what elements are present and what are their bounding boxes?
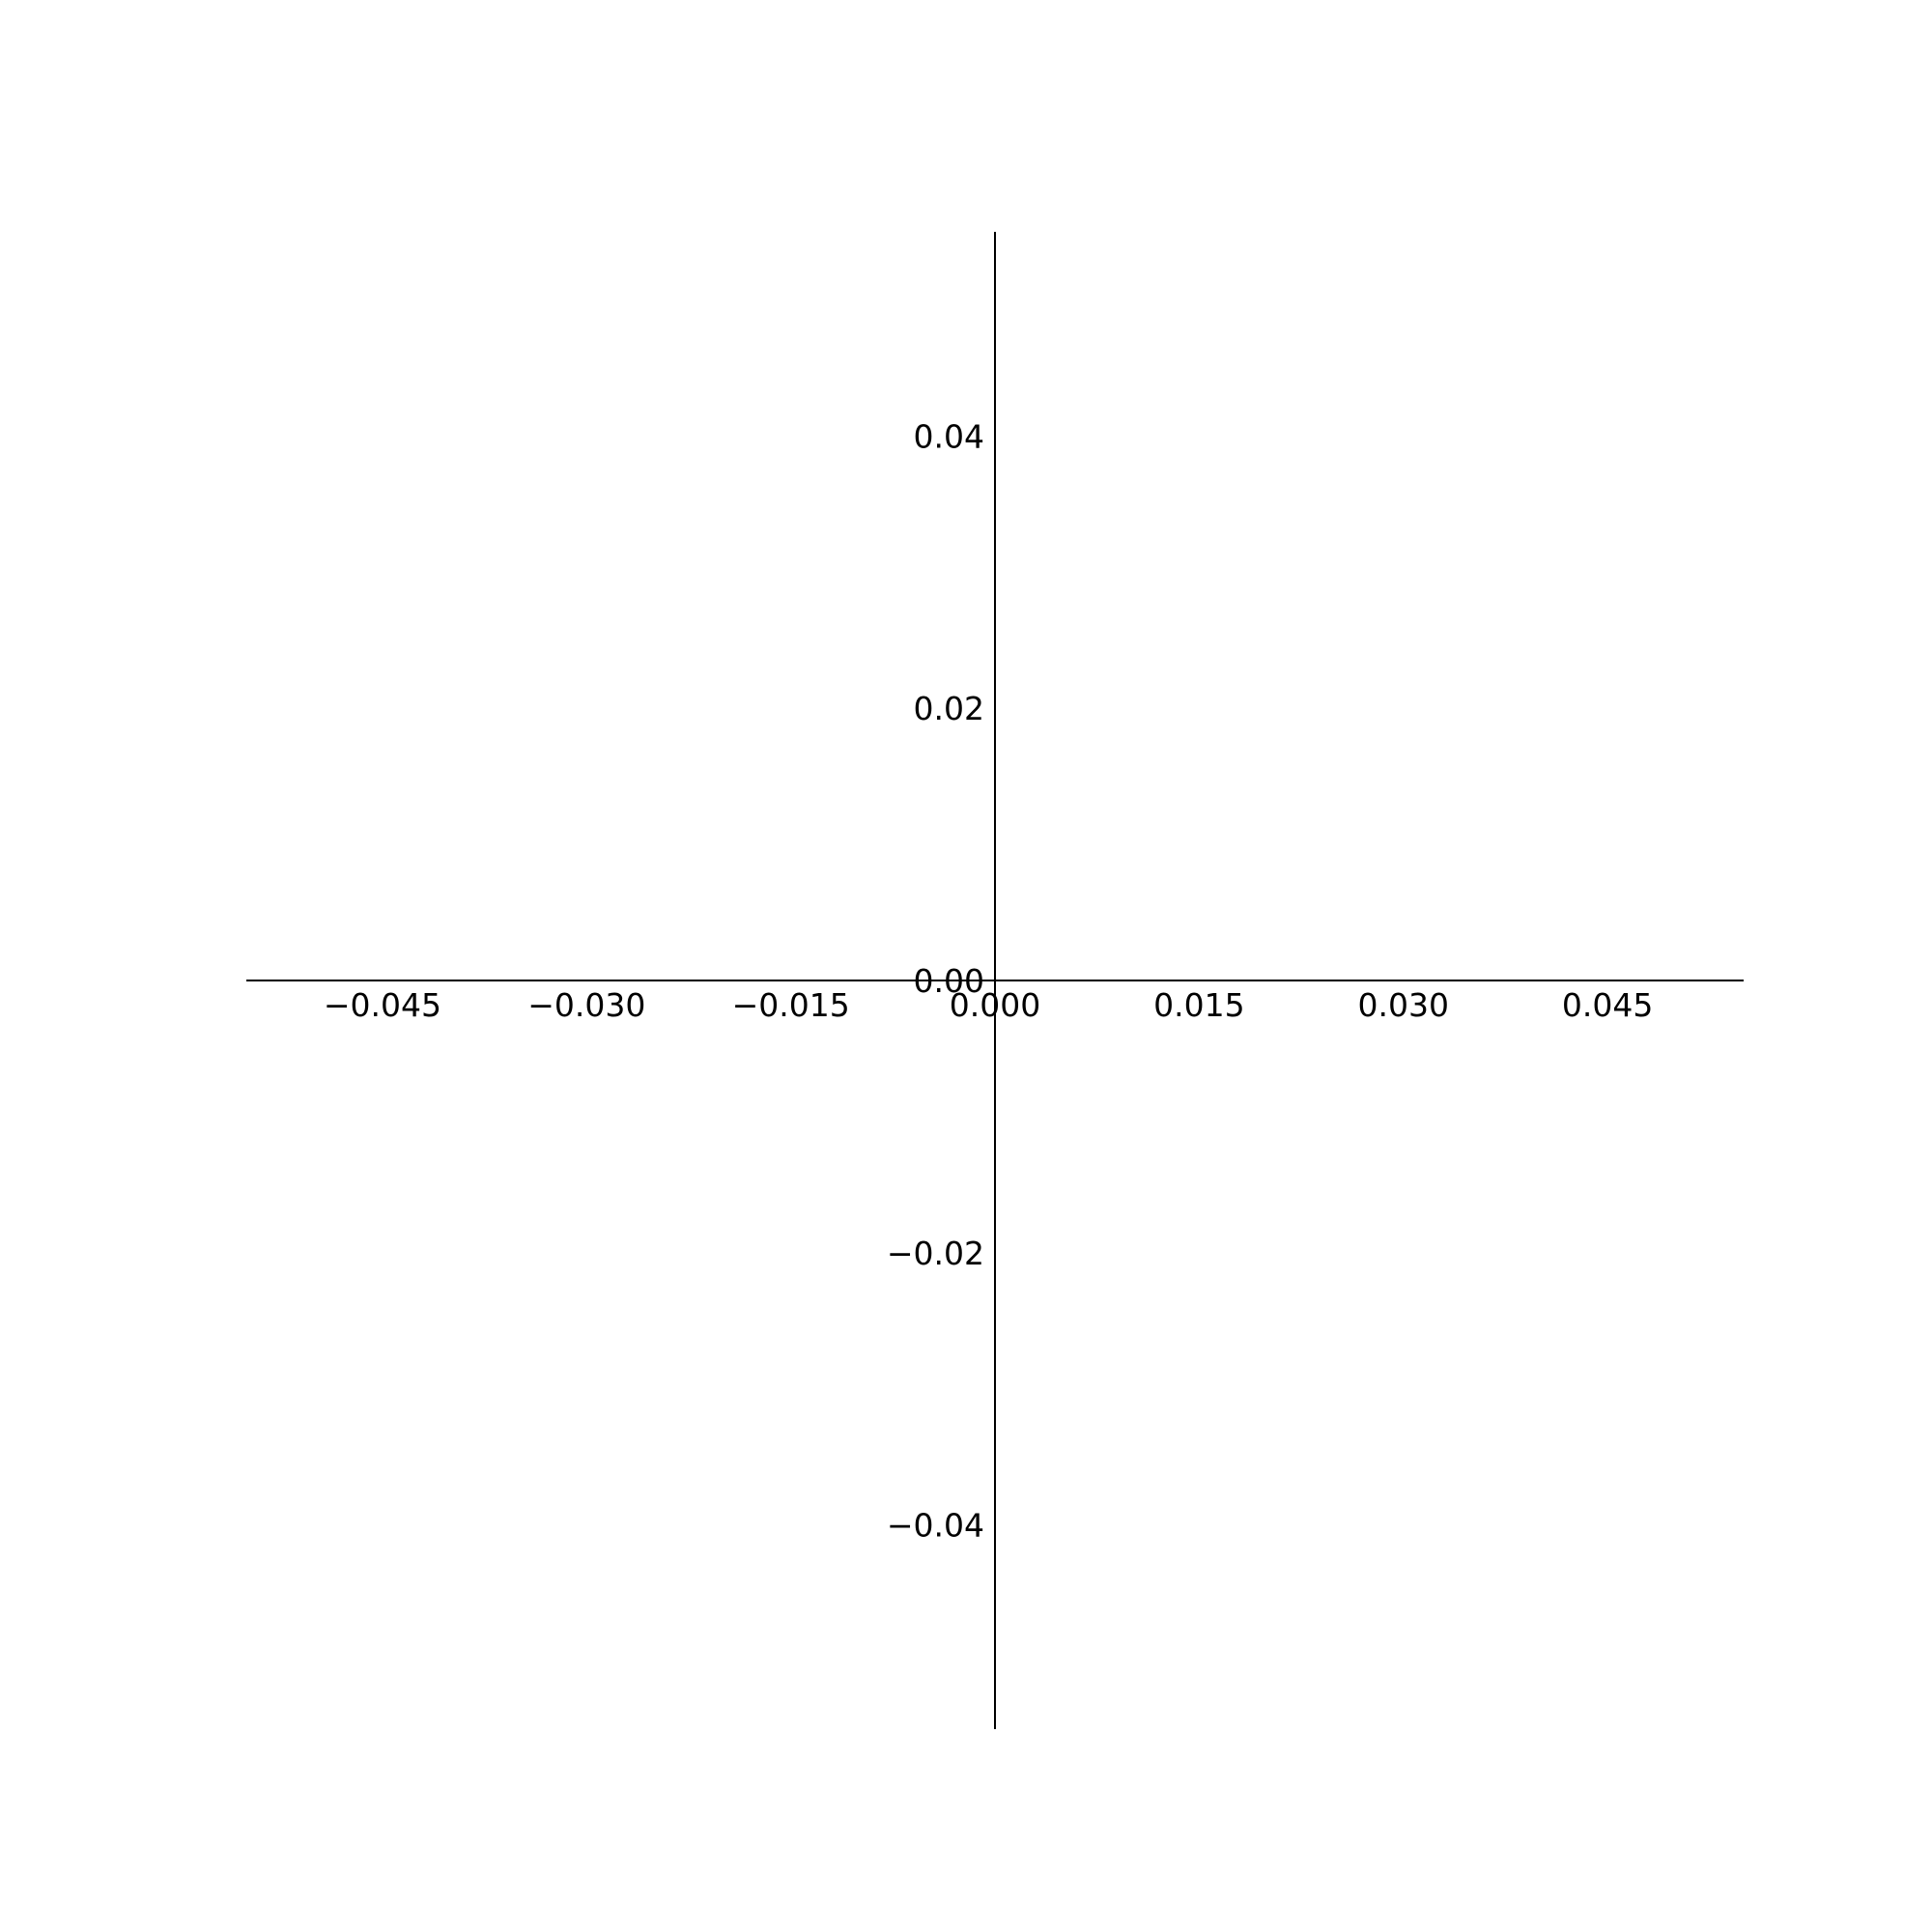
y-tick-label: 0.04 [914,417,984,455]
x-tick-label: −0.045 [324,986,441,1024]
x-tick-label: −0.030 [527,986,645,1024]
x-tick-label: −0.015 [732,986,850,1024]
axes [246,232,1744,1729]
x-tick-label: 0.015 [1153,986,1244,1024]
y-tick-label: −0.02 [887,1235,984,1272]
x-tick-label: 0.030 [1357,986,1448,1024]
y-tick-label: 0.00 [914,962,984,1000]
x-tick-label: 0.000 [950,986,1040,1024]
y-tick-label: −0.04 [887,1507,984,1545]
x-tick-labels: −0.045 −0.030 −0.015 0.000 0.015 0.030 0.045 [324,986,1653,1024]
x-tick-label: 0.045 [1562,986,1653,1024]
y-tick-labels: 0.04 0.02 0.00 −0.02 −0.04 [887,417,984,1544]
y-tick-label: 0.02 [914,690,984,727]
